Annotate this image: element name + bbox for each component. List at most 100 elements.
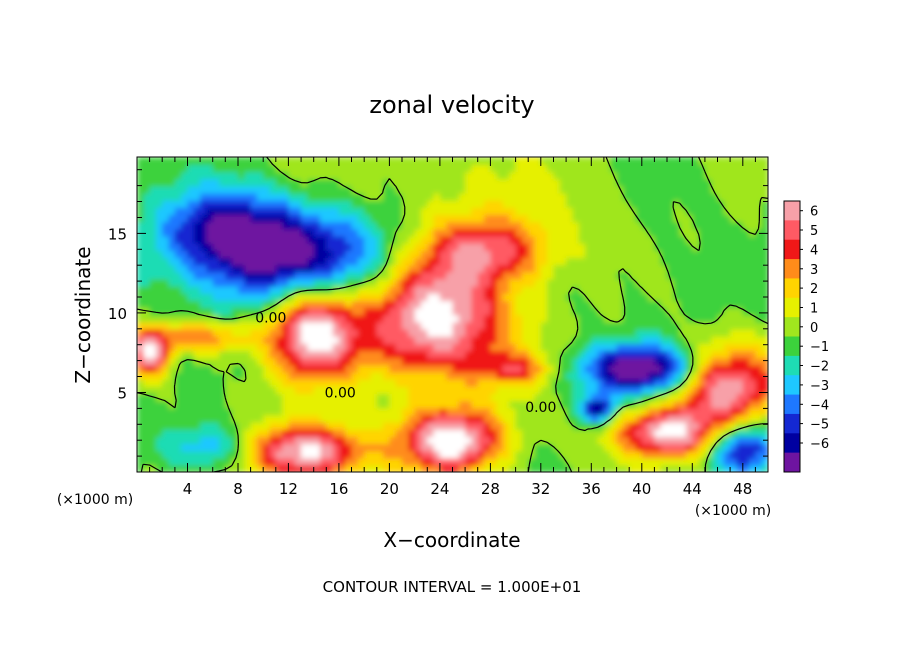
- heatmap-cell: [162, 271, 170, 280]
- heatmap-cell: [414, 250, 422, 259]
- heatmap-cell: [730, 171, 738, 180]
- heatmap-cell: [559, 157, 567, 165]
- heatmap-cell: [307, 421, 315, 430]
- heatmap-cell: [597, 314, 605, 323]
- heatmap-cell: [616, 328, 624, 337]
- heatmap-cell: [326, 371, 334, 380]
- heatmap-cell: [219, 343, 227, 352]
- heatmap-cell: [414, 278, 422, 287]
- heatmap-cell: [540, 321, 548, 330]
- heatmap-cell: [559, 464, 567, 472]
- heatmap-cell: [319, 400, 328, 409]
- heatmap-cell: [414, 328, 422, 337]
- heatmap-cell: [357, 207, 365, 216]
- heatmap-cell: [591, 307, 599, 316]
- heatmap-cell: [275, 335, 283, 344]
- heatmap-cell: [181, 228, 189, 237]
- heatmap-cell: [219, 164, 227, 173]
- heatmap-cell: [566, 285, 574, 294]
- heatmap-cell: [219, 307, 227, 316]
- heatmap-cell: [521, 378, 530, 387]
- heatmap-cell: [288, 307, 296, 316]
- heatmap-cell: [547, 350, 555, 359]
- heatmap-cell: [648, 421, 656, 430]
- heatmap-cell: [578, 300, 586, 309]
- heatmap-cell: [263, 185, 271, 194]
- heatmap-cell: [585, 393, 593, 402]
- heatmap-cell: [641, 157, 649, 165]
- heatmap-cell: [395, 164, 403, 173]
- heatmap-cell: [174, 335, 182, 344]
- heatmap-cell: [219, 464, 227, 472]
- heatmap-cell: [193, 199, 201, 208]
- heatmap-cell: [231, 278, 239, 287]
- heatmap-cell: [742, 321, 750, 330]
- heatmap-cell: [685, 164, 694, 173]
- heatmap-cell: [414, 378, 422, 387]
- heatmap-cell: [496, 300, 504, 309]
- heatmap-cell: [446, 164, 454, 173]
- heatmap-cell: [591, 293, 599, 301]
- heatmap-cell: [420, 357, 429, 366]
- heatmap-cell: [206, 386, 214, 395]
- heatmap-cell: [212, 293, 220, 301]
- heatmap-cell: [395, 450, 403, 459]
- heatmap-cell: [698, 192, 706, 201]
- heatmap-cell: [225, 357, 233, 366]
- heatmap-cell: [187, 464, 195, 472]
- heatmap-cell: [730, 300, 738, 309]
- heatmap-cell: [515, 228, 523, 237]
- heatmap-cell: [591, 335, 599, 344]
- heatmap-cell: [490, 157, 498, 165]
- heatmap-cell: [597, 364, 605, 373]
- colorbar-tick-label: 1: [810, 302, 818, 317]
- heatmap-cell: [742, 250, 750, 259]
- heatmap-cell: [143, 250, 151, 259]
- heatmap-cell: [597, 307, 605, 316]
- heatmap-cell: [755, 429, 763, 438]
- heatmap-cell: [704, 357, 713, 366]
- heatmap-cell: [408, 371, 416, 380]
- heatmap-cell: [742, 328, 750, 337]
- heatmap-cell: [351, 386, 359, 395]
- heatmap-cell: [629, 242, 637, 251]
- heatmap-cell: [528, 407, 536, 416]
- heatmap-cell: [452, 378, 460, 387]
- heatmap-cell: [717, 264, 725, 273]
- heatmap-cell: [622, 414, 630, 423]
- heatmap-cell: [244, 335, 252, 344]
- heatmap-cell: [685, 293, 694, 301]
- heatmap-cell: [572, 429, 580, 438]
- colorbar-swatch: [784, 452, 800, 473]
- heatmap-cell: [376, 293, 384, 301]
- heatmap-cell: [250, 429, 258, 438]
- heatmap-cell: [212, 178, 220, 187]
- heatmap-cell: [326, 364, 334, 373]
- heatmap-cell: [610, 400, 618, 409]
- heatmap-cell: [736, 278, 744, 287]
- heatmap-cell: [692, 436, 700, 445]
- heatmap-cell: [275, 378, 283, 387]
- heatmap-cell: [704, 300, 713, 309]
- heatmap-cell: [256, 321, 264, 330]
- heatmap-cell: [465, 457, 473, 466]
- heatmap-cell: [414, 221, 422, 230]
- heatmap-cell: [364, 335, 372, 344]
- heatmap-cell: [351, 214, 359, 223]
- heatmap-cell: [452, 386, 460, 395]
- heatmap-cell: [200, 386, 208, 395]
- heatmap-cell: [288, 350, 296, 359]
- heatmap-cell: [256, 443, 264, 452]
- heatmap-cell: [446, 400, 454, 409]
- heatmap-cell: [294, 371, 302, 380]
- heatmap-cell: [667, 264, 675, 273]
- heatmap-cell: [269, 314, 277, 323]
- heatmap-cell: [553, 257, 561, 266]
- heatmap-cell: [193, 185, 201, 194]
- heatmap-cell: [364, 300, 372, 309]
- heatmap-cell: [200, 307, 208, 316]
- heatmap-cell: [704, 250, 713, 259]
- heatmap-cell: [414, 414, 422, 423]
- heatmap-cell: [496, 386, 504, 395]
- heatmap-cell: [534, 343, 542, 352]
